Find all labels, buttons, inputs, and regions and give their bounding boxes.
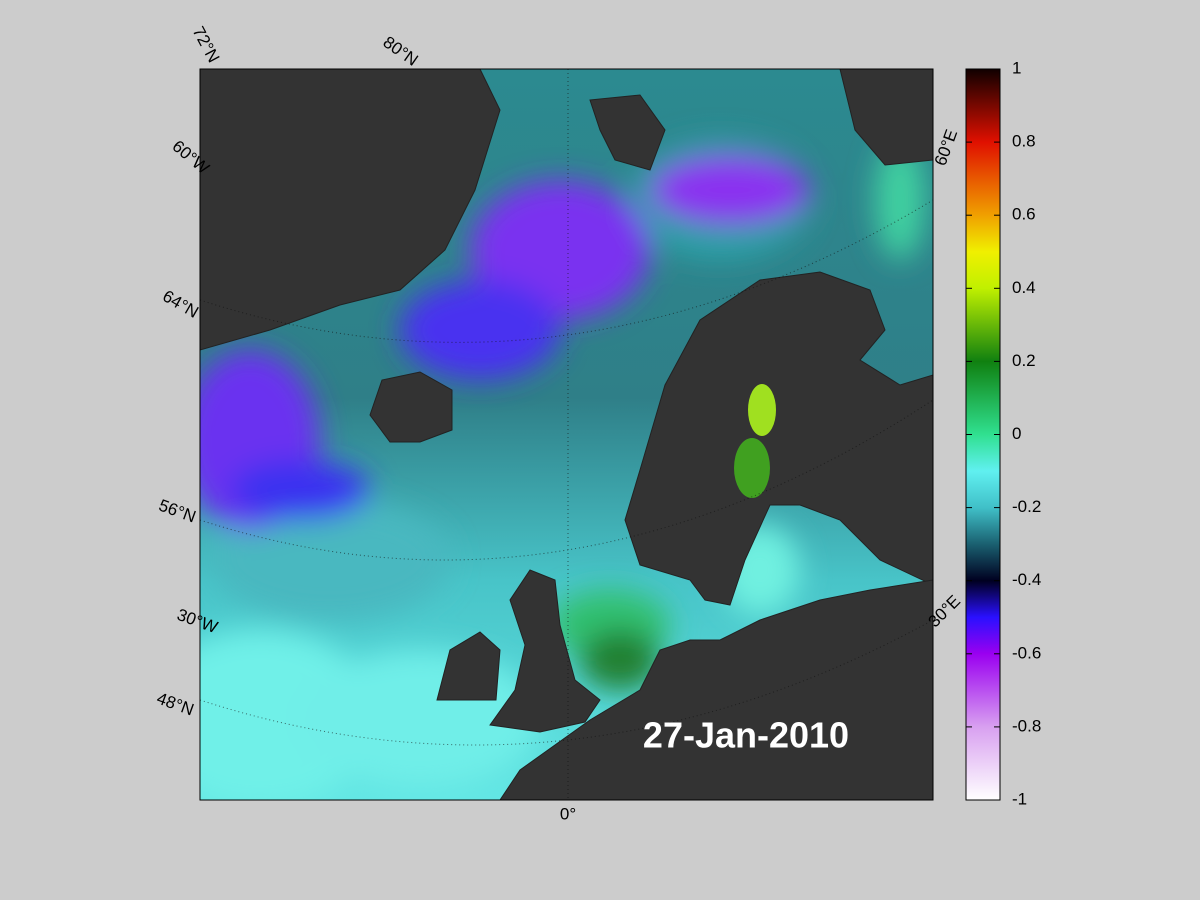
colorbar-tick-label: -1: [1012, 789, 1027, 808]
colorbar-tick-label: 0.4: [1012, 278, 1036, 297]
novaya-zemlya: [839, 69, 933, 166]
great-britain: [489, 569, 601, 733]
graticule: [200, 69, 933, 800]
scandinavia: [624, 271, 933, 606]
graticule-label: 48°N: [154, 689, 196, 720]
graticule-label: 60°E: [931, 127, 962, 168]
iceland: [369, 371, 453, 443]
graticule-label: 80°N: [380, 32, 422, 69]
colorbar-tick-label: 0.2: [1012, 351, 1036, 370]
map-area: [200, 69, 933, 800]
colorbar-tick-label: 0: [1012, 424, 1021, 443]
graticule-label: 64°N: [159, 286, 201, 321]
colorbar-tick-label: 1: [1012, 58, 1021, 77]
graticule-label: 0°: [560, 804, 576, 823]
map-frame: [199, 68, 934, 801]
date-label: 27-Jan-2010: [643, 715, 849, 756]
bothnia-north: [748, 384, 776, 436]
europe: [499, 579, 933, 800]
svalbard: [589, 94, 666, 171]
colorbar-tick-label: -0.2: [1012, 497, 1041, 516]
graticule-label: 56°N: [156, 496, 198, 527]
colorbar-tick-label: -0.4: [1012, 570, 1041, 589]
greenland: [200, 69, 501, 351]
bothnia-south: [734, 438, 770, 498]
colorbar-tick-label: 0.8: [1012, 132, 1036, 151]
colorbar-tick-label: 0.6: [1012, 205, 1036, 224]
ireland: [436, 631, 501, 701]
colorbar-ticks: -1 -0.8 -0.6 -0.4 -0.2 0 0.2 0.4 0.6 0.8 1: [966, 58, 1041, 808]
colorbar-tick-label: -0.6: [1012, 643, 1041, 662]
colorbar-tick-label: -0.8: [1012, 716, 1041, 735]
graticule-label: 72°N: [189, 23, 224, 65]
